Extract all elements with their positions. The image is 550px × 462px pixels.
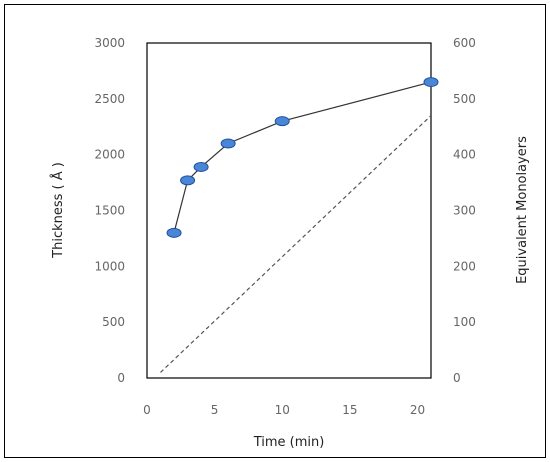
x-axis-ticks: 0 5 10 15 20 (143, 403, 425, 417)
y2-tick-label: 600 (453, 36, 476, 50)
x-tick-label: 15 (342, 403, 357, 417)
y-tick-label: 500 (102, 315, 125, 329)
data-point (193, 161, 209, 172)
x-tick-label: 10 (275, 403, 290, 417)
x-axis-title: Time (min) (253, 435, 325, 450)
series-line (173, 81, 432, 233)
x-tick-label: 0 (143, 403, 151, 417)
y-tick-label: 0 (117, 371, 125, 385)
x-tick-label: 5 (211, 403, 219, 417)
y2-axis-title: Equivalent Monolayers (515, 136, 530, 284)
plot-frame (146, 42, 432, 379)
y2-tick-label: 0 (453, 371, 461, 385)
y-axis-ticks: 0 500 1000 1500 2000 2500 3000 (94, 36, 125, 385)
y2-axis-ticks: 0 100 200 300 400 500 600 (453, 36, 476, 385)
y-tick-label: 1500 (94, 204, 125, 218)
y2-tick-label: 400 (453, 148, 476, 162)
y2-tick-label: 100 (453, 315, 476, 329)
y2-tick-label: 500 (453, 92, 476, 106)
y2-tick-label: 300 (453, 204, 476, 218)
data-point (423, 77, 439, 88)
y-axis-title: Thickness ( Å ) (50, 162, 66, 259)
y-tick-label: 2500 (94, 92, 125, 106)
y-tick-label: 3000 (94, 36, 125, 50)
y2-tick-label: 200 (453, 259, 476, 273)
data-point (166, 227, 182, 238)
series-layer (160, 77, 439, 373)
data-point (274, 116, 290, 127)
page-border (4, 4, 546, 458)
y-tick-label: 1000 (94, 259, 125, 273)
x-tick-label: 20 (410, 403, 425, 417)
data-point (220, 138, 236, 149)
series-dashed-line (160, 115, 432, 373)
data-point (180, 175, 196, 186)
y-tick-label: 2000 (94, 148, 125, 162)
